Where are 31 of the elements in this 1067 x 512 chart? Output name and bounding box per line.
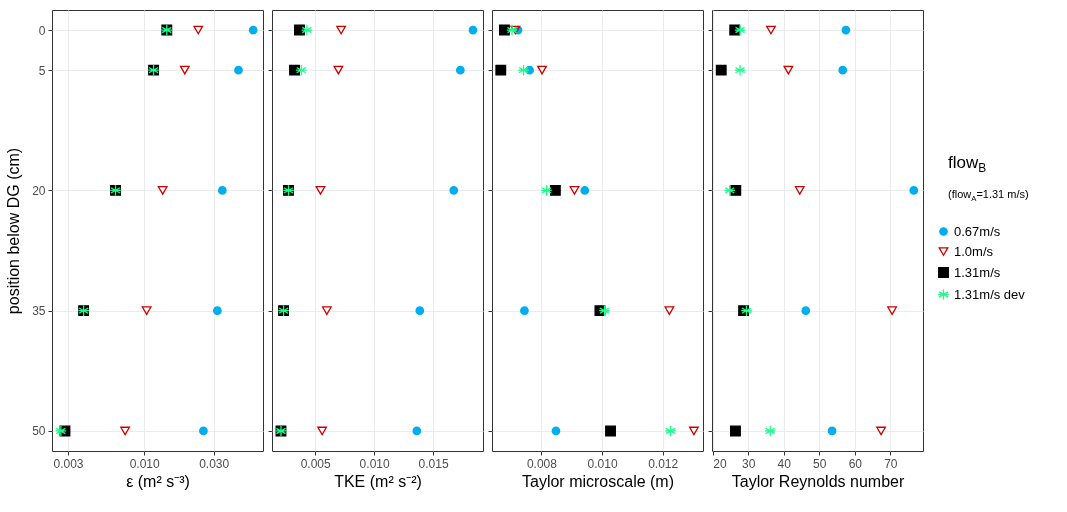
x-axis-title: Taylor microscale (m) [521,472,675,490]
text: (flow$_{A}$=1.31 m/s) [948,188,1029,204]
x-tick-label: 60 [848,456,863,471]
y-tick-label: 0 [38,23,46,38]
x-axis-title: Taylor Reynolds number [731,472,905,490]
y-tick-label: 50 [32,424,46,439]
x-tick-label: 0.030 [199,456,230,471]
x-tick-label: 0.005 [300,456,332,471]
x-axis-title: TKE (m² s⁻²) [334,472,422,490]
x-tick-label: 0.012 [648,456,679,471]
x-tick-label: 20 [713,456,727,471]
x-tick-label: 0.015 [418,456,449,471]
legend-label: 1.0m/s [954,243,994,259]
y-tick-label: 20 [32,183,46,198]
x-tick-label: 0.003 [53,456,84,471]
legend-label: 1.31m/s dev [954,286,1026,302]
x-tick-label: 0.010 [587,456,618,471]
legend-label: 1.31m/s [954,264,1001,280]
x-tick-label: 0.008 [526,456,558,471]
x-tick-label: 70 [884,456,898,471]
x-tick-label: 30 [742,456,756,471]
x-tick-label: 0.010 [359,456,390,471]
legend-title: flow$_{B}$ [948,153,987,176]
x-axis-title: ε (m² s⁻³) [126,472,190,490]
x-tick-label: 0.010 [129,456,161,471]
x-tick-label: 50 [813,456,827,471]
y-tick-label: 5 [38,63,46,78]
y-axis-title: position below DG (cm) [5,147,23,315]
x-tick-label: 40 [777,456,792,471]
legend-label: 0.67m/s [954,223,1001,239]
y-tick-label: 35 [32,304,46,319]
